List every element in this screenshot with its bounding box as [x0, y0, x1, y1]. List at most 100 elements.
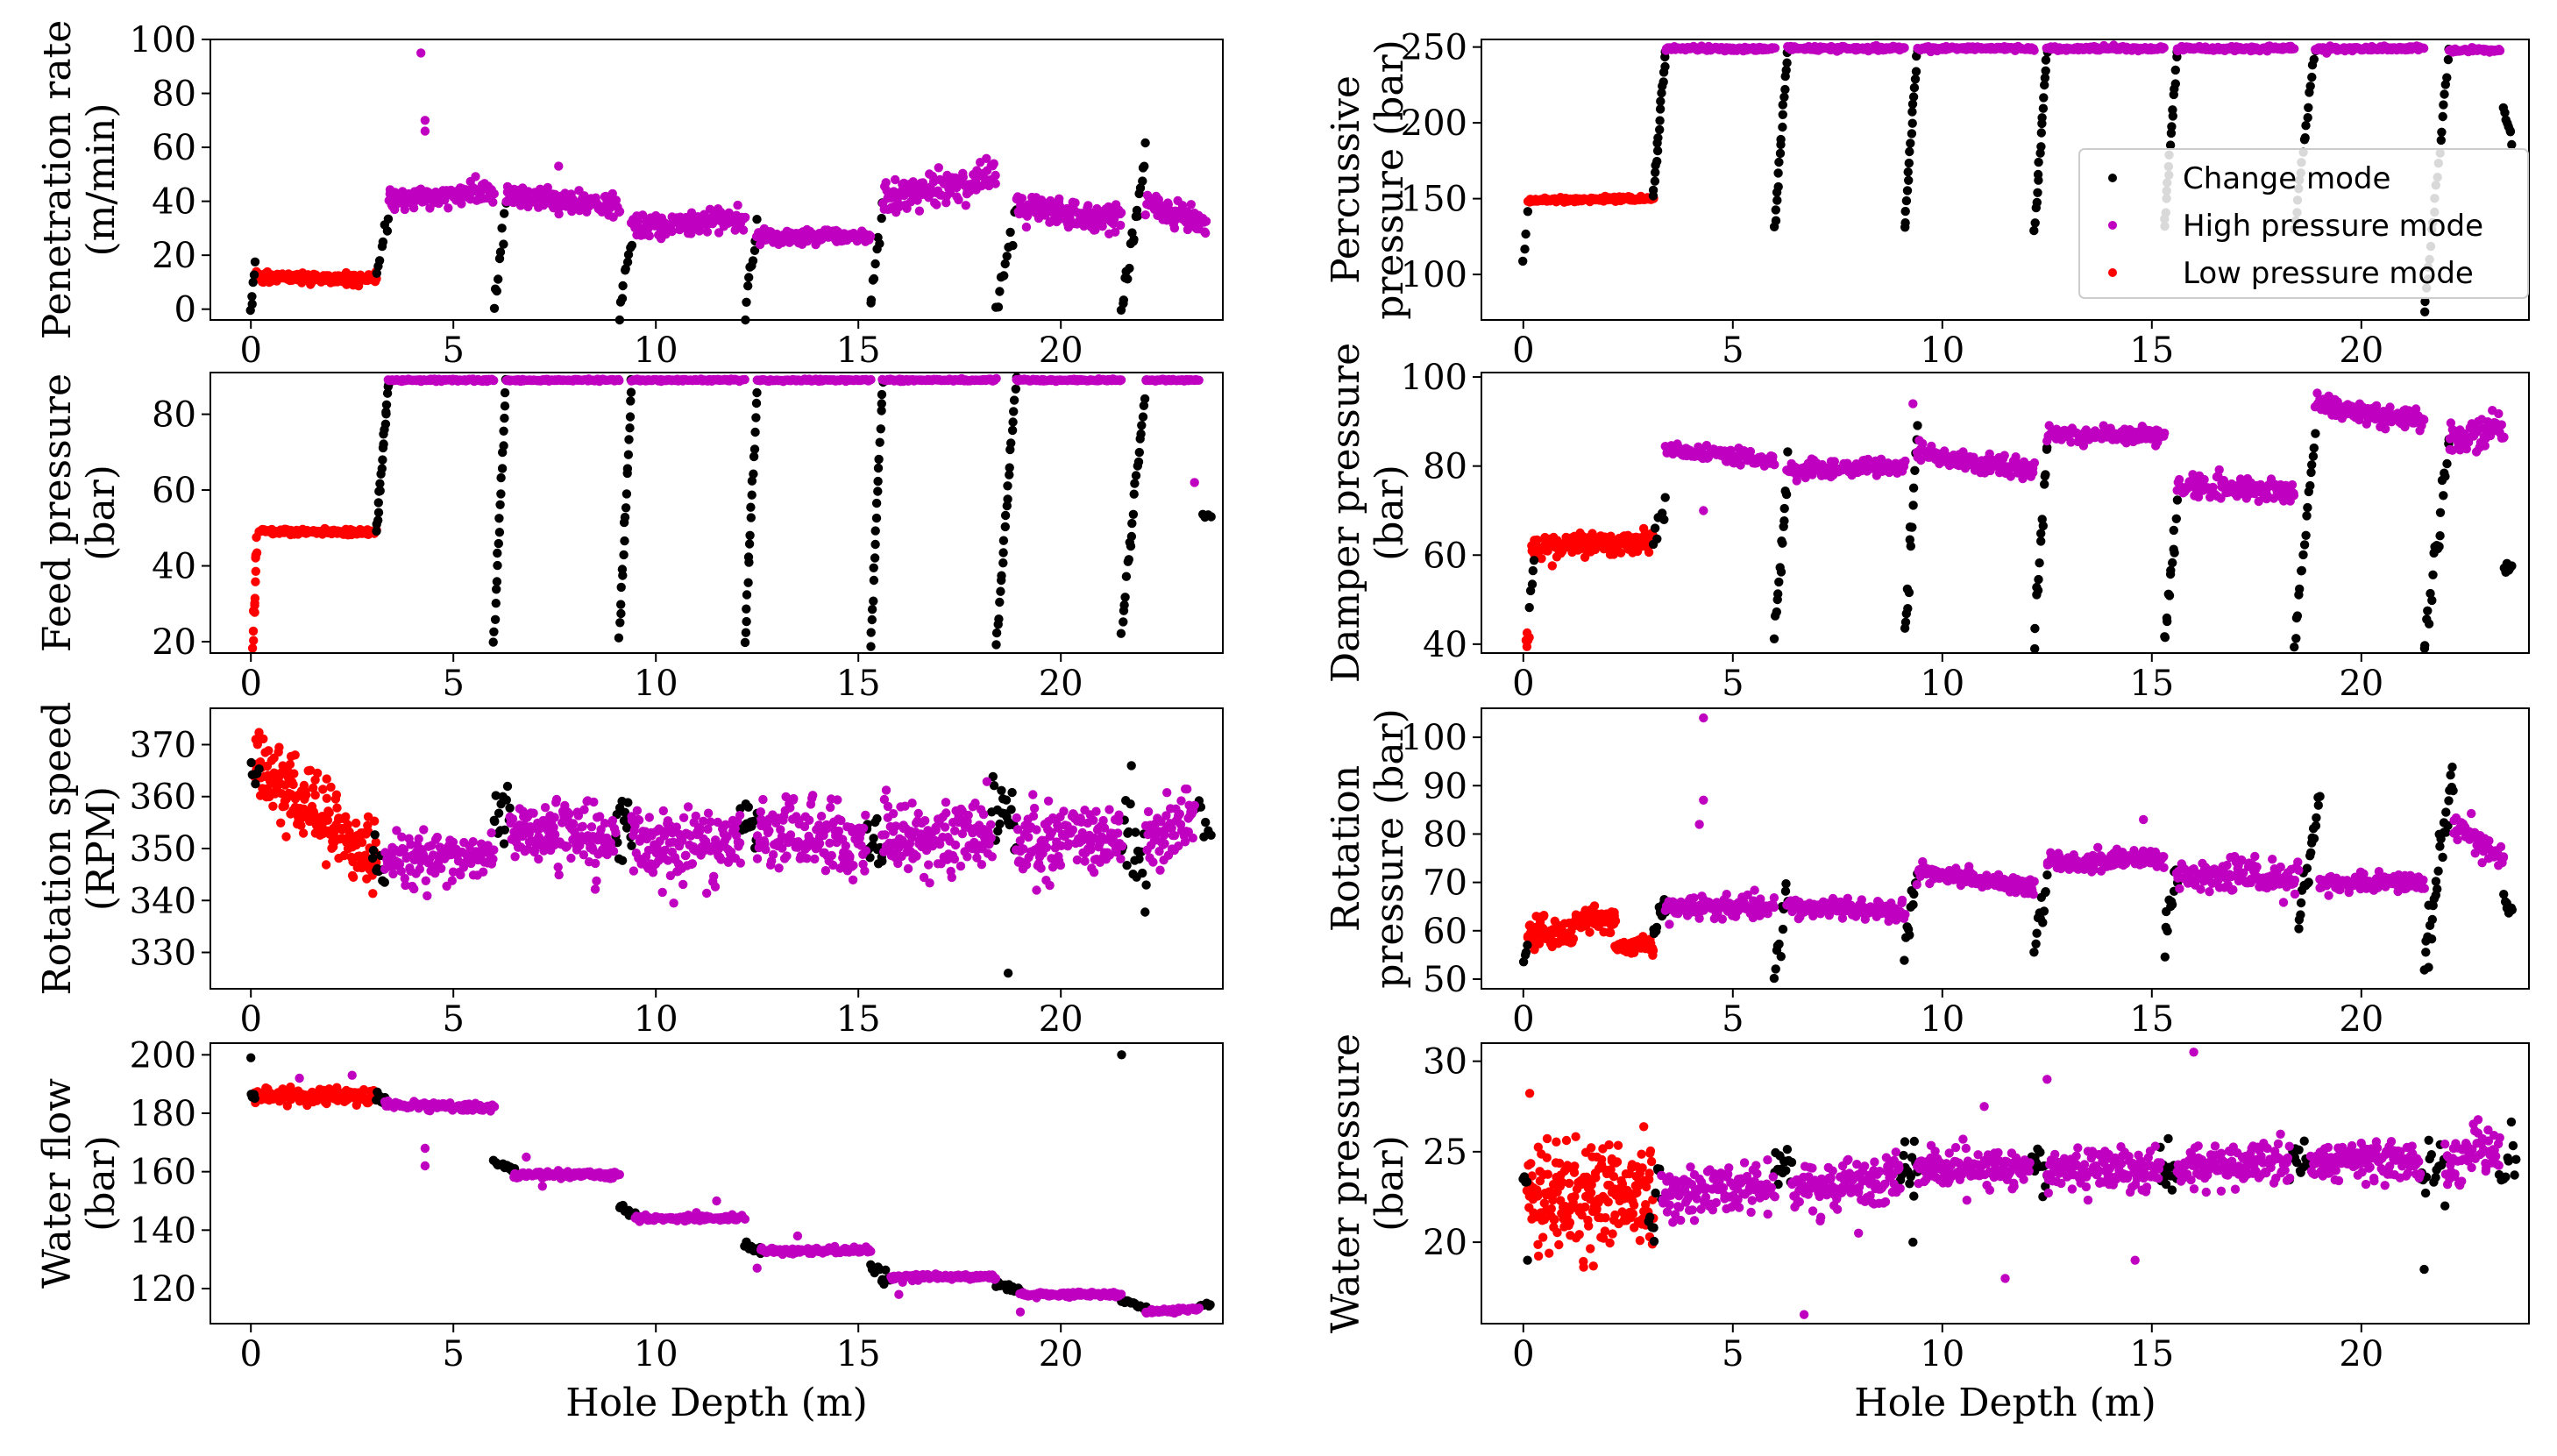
point [743, 281, 753, 291]
point [274, 742, 284, 752]
point [423, 891, 432, 901]
point [932, 200, 941, 210]
point [1906, 541, 1915, 551]
point [1140, 907, 1150, 917]
point [578, 821, 587, 831]
point [1524, 633, 1534, 643]
point [667, 226, 677, 237]
point [2037, 113, 2047, 123]
point [991, 170, 1000, 181]
point [618, 281, 628, 291]
point [2292, 611, 2303, 621]
point [871, 498, 882, 508]
point [1900, 206, 1910, 217]
point [420, 116, 430, 125]
point [2418, 43, 2429, 53]
series-change-mode [245, 138, 1150, 325]
point [2029, 225, 2039, 236]
point [351, 818, 361, 828]
point [378, 237, 388, 247]
point [611, 195, 621, 205]
point [994, 614, 1004, 624]
x-tick-label: 10 [634, 664, 678, 704]
point [2303, 113, 2312, 123]
point [1000, 510, 1011, 521]
point [250, 607, 259, 617]
point [2291, 634, 2301, 643]
point [501, 795, 511, 805]
point [248, 277, 258, 288]
point [1005, 470, 1014, 479]
point [1527, 579, 1538, 589]
point [248, 626, 259, 636]
point [1905, 146, 1914, 157]
series-low-pressure-mode [250, 728, 381, 898]
point [370, 830, 380, 840]
point [1528, 565, 1538, 576]
y-tick-label: 0 [174, 290, 196, 330]
point [615, 618, 625, 628]
point [749, 816, 758, 827]
point [479, 867, 488, 877]
point [1169, 224, 1180, 233]
point [1201, 228, 1211, 238]
point [247, 643, 258, 653]
point [1902, 186, 1913, 195]
point [746, 502, 756, 512]
point [991, 373, 1001, 383]
point [866, 374, 876, 385]
point [1908, 483, 1919, 493]
point [702, 888, 712, 898]
y-tick-label: 100 [1401, 358, 1467, 398]
point [247, 292, 257, 302]
point [873, 463, 884, 473]
point [2298, 550, 2308, 560]
point [1001, 795, 1012, 805]
point [998, 558, 1008, 568]
point [873, 476, 883, 487]
point [1083, 201, 1093, 210]
point [1126, 799, 1135, 809]
point [1129, 234, 1139, 245]
point [2435, 508, 2446, 517]
point [1779, 92, 1789, 103]
point [2308, 451, 2319, 461]
point [1141, 880, 1151, 890]
point [626, 387, 636, 397]
x-tick-label: 0 [239, 330, 261, 371]
point [1011, 384, 1021, 394]
point [1000, 259, 1010, 269]
point [995, 597, 1005, 607]
point [742, 604, 751, 614]
point [2041, 66, 2050, 76]
series-low-pressure-mode [247, 523, 381, 653]
point [2166, 565, 2176, 575]
point [2305, 82, 2315, 91]
point [499, 239, 508, 249]
point [1778, 110, 1788, 119]
point [2167, 122, 2177, 131]
point [747, 476, 757, 486]
point [551, 794, 562, 805]
point [1005, 227, 1015, 238]
axes-frame [210, 372, 1224, 654]
point [1778, 100, 1788, 110]
point [616, 608, 626, 619]
series-high-pressure-mode [384, 48, 1211, 250]
point [877, 856, 887, 866]
point [1655, 116, 1665, 125]
point [2172, 495, 2183, 505]
point [617, 294, 628, 303]
point [1781, 489, 1792, 500]
point [1773, 181, 1783, 192]
point [2028, 468, 2038, 478]
point [326, 782, 336, 792]
y-axis-label: Penetration rate(m/min) [35, 20, 124, 340]
point [489, 303, 500, 313]
point [998, 548, 1008, 558]
point [710, 882, 721, 891]
point [866, 642, 876, 651]
point [740, 637, 750, 648]
